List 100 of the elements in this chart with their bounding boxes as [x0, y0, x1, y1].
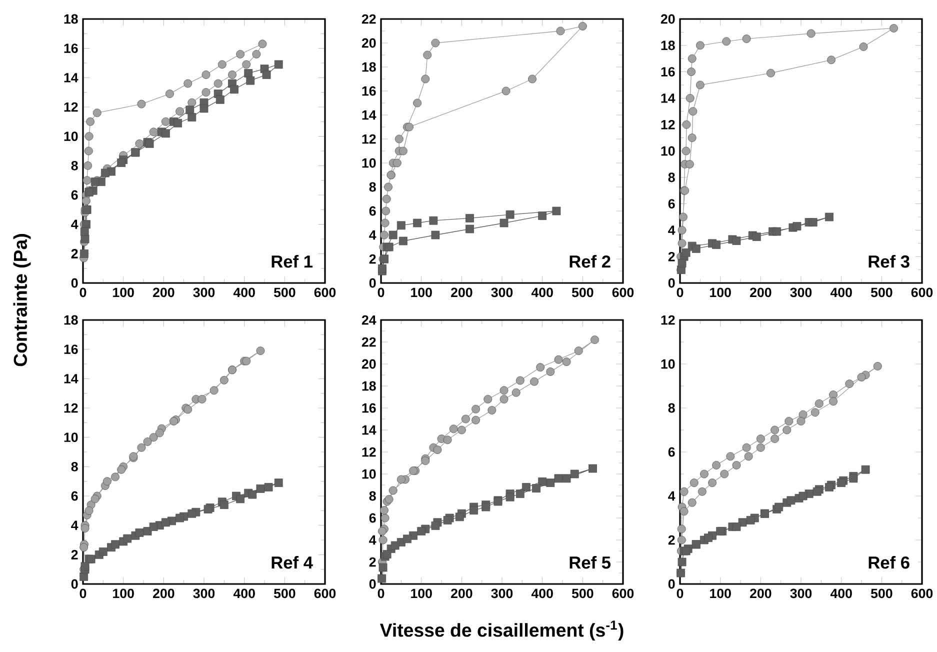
- x-tick-label: 300: [491, 588, 513, 598]
- x-tick-label: 400: [233, 588, 255, 598]
- y-tick-label: 18: [64, 14, 78, 24]
- y-tick-label: 6: [668, 199, 675, 209]
- y-tick-label: 12: [362, 134, 376, 144]
- x-tick-label: 200: [451, 288, 472, 298]
- y-tick-label: 16: [362, 86, 376, 96]
- x-tick-label: 600: [314, 288, 336, 298]
- x-tick-label: 0: [80, 588, 86, 598]
- annotation: Ref 2: [570, 254, 610, 268]
- annotation: Ref 1: [272, 254, 313, 268]
- y-tick-label: 22: [362, 14, 376, 24]
- x-tick-label: 500: [274, 588, 296, 598]
- x-tick-label: 500: [572, 288, 594, 298]
- x-tick-label: 100: [113, 288, 134, 298]
- y-tick-label: 2: [668, 252, 675, 262]
- y-tick-label: 6: [668, 447, 675, 457]
- y-tick-label: 12: [64, 102, 78, 112]
- x-tick-label: 100: [710, 588, 731, 598]
- y-tick-label: 4: [71, 520, 78, 530]
- y-tick-label: 2: [369, 557, 376, 567]
- y-tick-label: 14: [64, 73, 78, 82]
- y-tick-label: 0: [71, 579, 78, 589]
- x-tick-label: 100: [113, 588, 134, 598]
- y-tick-label: 4: [369, 535, 376, 545]
- y-tick-label: 0: [369, 278, 376, 288]
- y-tick-label: 20: [362, 359, 376, 369]
- y-tick-label: 4: [369, 230, 376, 240]
- y-tick-label: 10: [64, 432, 78, 442]
- y-tick-label: 16: [64, 344, 78, 354]
- y-tick-label: 2: [71, 249, 78, 258]
- x-tick-label: 600: [612, 588, 634, 598]
- y-tick-label: 20: [362, 38, 376, 48]
- y-tick-label: 10: [64, 132, 78, 142]
- y-tick-label: 18: [362, 62, 376, 72]
- y-tick-label: 8: [369, 182, 376, 192]
- x-tick-label: 600: [911, 288, 933, 298]
- y-tick-label: 4: [71, 220, 78, 229]
- y-tick-label: 16: [362, 403, 376, 413]
- x-tick-label: 400: [531, 588, 553, 598]
- y-tick-label: 12: [661, 315, 675, 325]
- x-tick-label: 600: [314, 588, 336, 598]
- x-tick-label: 300: [790, 588, 812, 598]
- y-tick-label: 12: [362, 447, 376, 457]
- y-tick-label: 0: [71, 278, 78, 288]
- y-tick-label: 10: [661, 359, 675, 369]
- y-tick-label: 14: [362, 110, 376, 120]
- x-tick-label: 500: [274, 288, 296, 298]
- y-tick-label: 14: [64, 374, 78, 384]
- y-tick-label: 10: [362, 469, 376, 479]
- y-tick-label: 10: [661, 146, 675, 156]
- x-tick-label: 200: [750, 288, 772, 298]
- x-tick-label: 0: [378, 588, 384, 598]
- y-axis-title: Contrainte (Pa): [13, 234, 31, 366]
- annotation: Ref 3: [868, 254, 910, 268]
- x-tick-label: 300: [193, 588, 215, 598]
- y-tick-label: 6: [71, 190, 78, 200]
- y-tick-label: 0: [369, 579, 376, 589]
- y-tick-label: 8: [71, 462, 78, 472]
- y-tick-label: 8: [71, 160, 78, 170]
- x-tick-label: 500: [572, 588, 594, 598]
- x-tick-label: 0: [676, 288, 684, 298]
- y-tick-label: 8: [668, 403, 675, 413]
- x-tick-label: 0: [378, 288, 384, 298]
- y-tick-label: 8: [668, 172, 675, 182]
- y-tick-label: 14: [362, 425, 376, 435]
- y-tick-label: 24: [362, 315, 376, 325]
- y-tick-label: 4: [668, 226, 676, 235]
- annotation: Ref 6: [868, 556, 910, 569]
- y-tick-label: 20: [660, 14, 675, 24]
- x-tick-label: 600: [911, 588, 933, 598]
- y-tick-label: 6: [369, 513, 376, 523]
- y-tick-label: 18: [362, 381, 376, 391]
- x-tick-label: 400: [233, 288, 255, 298]
- x-axis-title: Vitesse de cisaillement (s$^{-1}$): [380, 620, 624, 640]
- y-tick-label: 14: [661, 94, 676, 103]
- x-tick-label: 300: [491, 288, 513, 298]
- y-tick-label: 16: [661, 67, 675, 77]
- y-tick-label: 12: [64, 403, 78, 413]
- x-tick-label: 400: [830, 588, 852, 598]
- x-tick-label: 500: [870, 288, 892, 298]
- x-tick-label: 0: [676, 588, 684, 598]
- x-tick-label: 100: [411, 288, 432, 298]
- x-tick-label: 500: [870, 588, 892, 598]
- y-tick-label: 18: [661, 40, 675, 50]
- x-tick-label: 400: [531, 288, 553, 298]
- x-tick-label: 600: [612, 288, 634, 298]
- y-tick-label: 2: [71, 550, 78, 560]
- x-tick-label: 200: [750, 588, 772, 598]
- y-tick-label: 10: [362, 158, 376, 168]
- x-tick-label: 200: [451, 588, 472, 598]
- annotation: Ref 4: [272, 556, 313, 569]
- y-tick-label: 2: [369, 254, 376, 264]
- y-tick-label: 18: [64, 315, 78, 325]
- y-tick-label: 2: [668, 535, 675, 545]
- x-tick-label: 400: [830, 288, 852, 298]
- y-tick-label: 4: [668, 491, 676, 501]
- y-tick-label: 8: [369, 491, 376, 501]
- x-tick-label: 0: [80, 288, 86, 298]
- y-tick-label: 0: [668, 278, 675, 288]
